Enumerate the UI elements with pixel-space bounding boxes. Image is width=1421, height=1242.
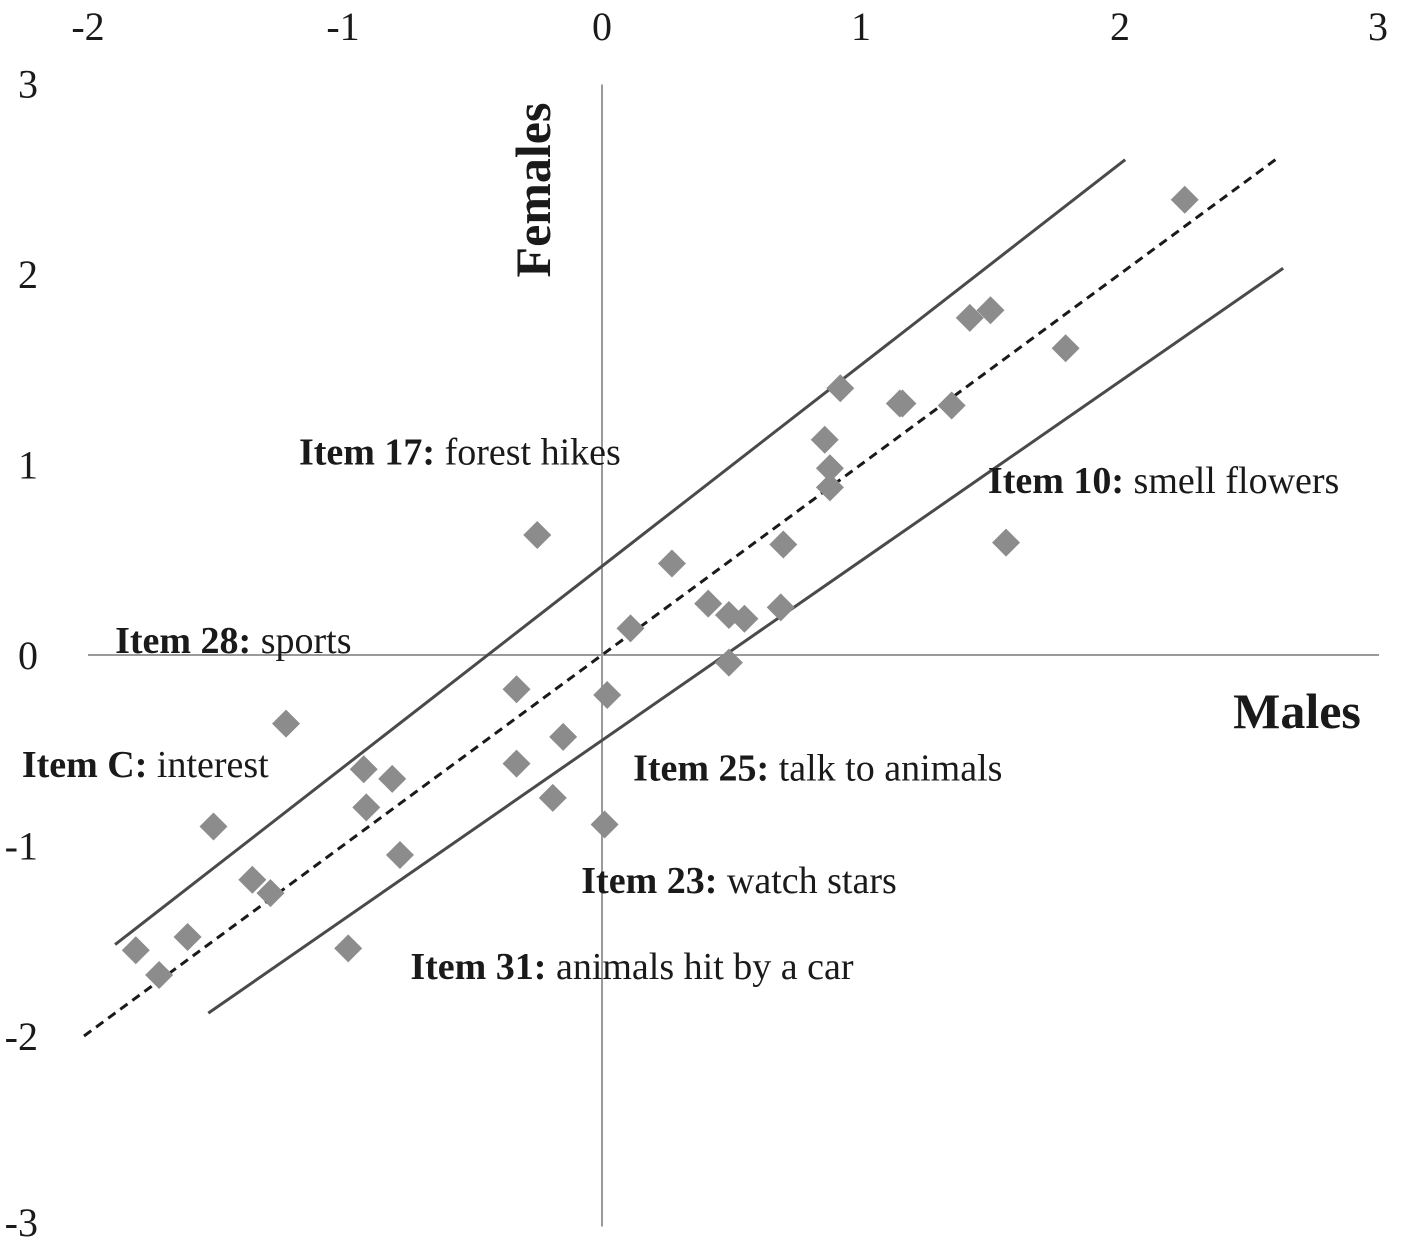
data-point-23	[714, 648, 743, 677]
x-tick-label: 1	[851, 4, 871, 49]
annotation-label: Item 25: talk to animals	[633, 748, 1002, 790]
data-point-35	[976, 296, 1005, 325]
annotation-item-text: forest hikes	[435, 432, 621, 474]
annotation-item-id: Item C:	[22, 744, 148, 786]
data-point-28	[815, 473, 844, 502]
annotation-item-text: animals hit by a car	[546, 946, 853, 988]
data-points	[121, 185, 1199, 990]
annotation-label: Item 23: watch stars	[581, 860, 897, 902]
annotation-item-text: talk to animals	[769, 748, 1002, 790]
data-point-20	[657, 549, 686, 578]
bound-line-1	[114, 158, 1127, 946]
annotation-label: Item 17: forest hikes	[299, 432, 621, 474]
data-point-13	[502, 749, 531, 778]
data-point-21	[694, 589, 723, 618]
data-point-34	[955, 303, 984, 332]
annotations: Item 17: forest hikes Item 10: smell flow…	[22, 432, 1339, 988]
annotation-item-id: Item 25:	[633, 748, 769, 790]
data-point-3	[199, 812, 228, 841]
y-tick-label: 1	[18, 443, 38, 488]
data-point-33	[937, 391, 966, 420]
data-point-37	[1051, 334, 1080, 363]
annotation-label: Item 28: sports	[115, 620, 351, 662]
data-point-17	[593, 681, 622, 710]
data-point-9	[352, 793, 381, 822]
annotation-item-text: sports	[251, 620, 351, 662]
annotation-item-id: Item 17:	[299, 432, 435, 474]
data-point-32	[888, 389, 917, 418]
x-tick-labels: -2 -1 0 1 2 3	[71, 4, 1388, 49]
data-point-26	[769, 530, 798, 559]
data-point-36	[992, 528, 1021, 557]
annotation-label: Item 31: animals hit by a car	[410, 946, 854, 988]
data-point-10	[378, 764, 407, 793]
annotation-item-text: interest	[147, 744, 269, 786]
x-tick-label: -1	[326, 4, 359, 49]
reference-lines	[83, 158, 1285, 1038]
data-point-12	[502, 675, 531, 704]
annotation-item-id: Item 28:	[115, 620, 251, 662]
y-axis-title: Females	[505, 103, 561, 278]
data-point-2	[173, 922, 202, 951]
data-point-7	[334, 934, 363, 963]
data-point-15	[538, 783, 567, 812]
data-point-6	[272, 709, 301, 738]
data-point-18	[590, 810, 619, 839]
x-tick-label: 2	[1110, 4, 1130, 49]
y-tick-label: -2	[5, 1014, 38, 1059]
annotation-label: Item 10: smell flowers	[988, 460, 1339, 502]
data-point-1	[145, 961, 174, 990]
y-tick-label: -3	[5, 1200, 38, 1242]
identity-line-0	[83, 158, 1277, 1038]
x-tick-label: 0	[592, 4, 612, 49]
data-point-30	[826, 374, 855, 403]
data-point-16	[549, 722, 578, 751]
data-point-14	[523, 520, 552, 549]
data-point-29	[815, 454, 844, 483]
data-point-0	[121, 936, 150, 965]
y-tick-label: 2	[18, 252, 38, 297]
data-point-4	[238, 865, 267, 894]
annotation-item-text: smell flowers	[1124, 460, 1339, 502]
data-point-24	[730, 604, 759, 633]
data-point-27	[810, 425, 839, 454]
y-tick-label: -1	[5, 824, 38, 869]
x-tick-label: 3	[1368, 4, 1388, 49]
data-point-38	[1170, 185, 1199, 214]
data-point-25	[766, 593, 795, 622]
annotation-item-text: watch stars	[717, 860, 896, 902]
x-tick-label: -2	[71, 4, 104, 49]
annotation-item-id: Item 31:	[410, 946, 546, 988]
annotation-item-id: Item 10:	[988, 460, 1124, 502]
y-tick-labels: 3 2 1 0 -1 -2 -3	[5, 62, 38, 1242]
data-point-8	[349, 755, 378, 784]
y-tick-label: 0	[18, 633, 38, 678]
data-point-19	[616, 614, 645, 643]
annotation-item-id: Item 23:	[581, 860, 717, 902]
bound-line-2	[207, 267, 1285, 1015]
data-point-11	[385, 841, 414, 870]
data-point-5	[256, 879, 285, 908]
y-tick-label: 3	[18, 62, 38, 107]
x-axis-title: Males	[1233, 683, 1361, 739]
annotation-label: Item C: interest	[22, 744, 269, 786]
